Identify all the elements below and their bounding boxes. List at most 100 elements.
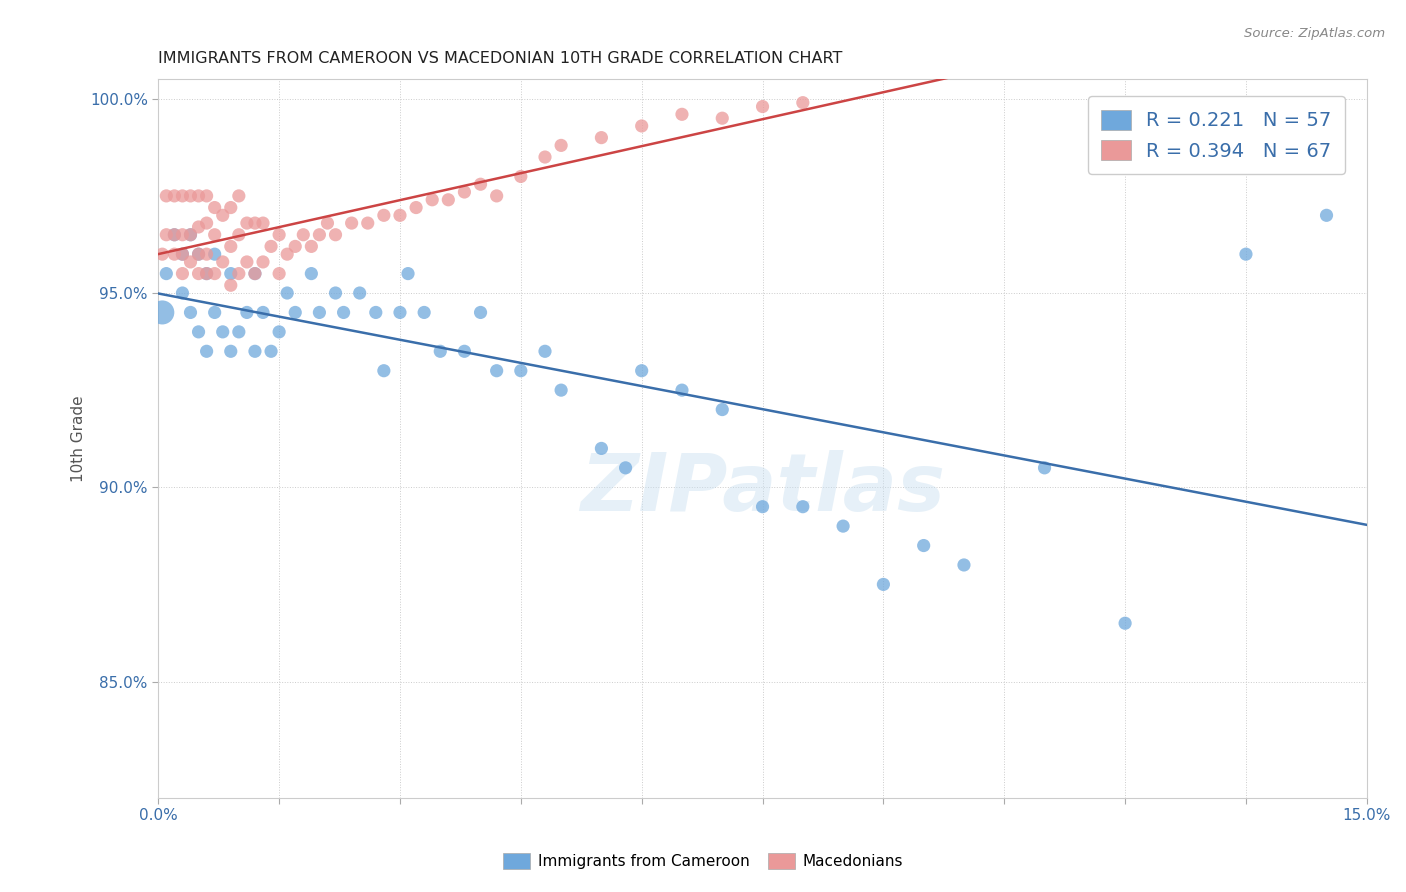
Point xyxy=(155,267,177,281)
Point xyxy=(172,189,194,203)
Point xyxy=(711,402,734,417)
Point xyxy=(163,247,186,261)
Point xyxy=(219,344,242,359)
Point xyxy=(243,267,266,281)
Point xyxy=(792,500,814,514)
Point xyxy=(429,344,451,359)
Point xyxy=(872,577,894,591)
Point xyxy=(204,305,226,319)
Point xyxy=(236,216,259,230)
Point xyxy=(912,539,935,553)
Point xyxy=(284,239,307,253)
Point xyxy=(269,325,291,339)
Point xyxy=(195,267,218,281)
Point xyxy=(211,255,233,269)
Point xyxy=(163,227,186,242)
Point xyxy=(172,247,194,261)
Point xyxy=(388,208,411,222)
Point xyxy=(534,150,557,164)
Point xyxy=(373,208,395,222)
Point xyxy=(195,344,218,359)
Point xyxy=(405,201,427,215)
Point xyxy=(325,285,347,300)
Point xyxy=(1033,460,1056,475)
Point xyxy=(236,255,259,269)
Legend: Immigrants from Cameroon, Macedonians: Immigrants from Cameroon, Macedonians xyxy=(496,847,910,875)
Point xyxy=(591,442,613,456)
Point xyxy=(172,227,194,242)
Point xyxy=(396,267,419,281)
Point xyxy=(252,216,274,230)
Point xyxy=(187,247,209,261)
Point xyxy=(470,305,492,319)
Point xyxy=(211,208,233,222)
Point xyxy=(179,305,201,319)
Point xyxy=(630,364,652,378)
Point xyxy=(832,519,855,533)
Point xyxy=(591,130,613,145)
Point xyxy=(332,305,354,319)
Point xyxy=(150,305,173,319)
Point xyxy=(204,201,226,215)
Point xyxy=(534,344,557,359)
Point xyxy=(252,255,274,269)
Point xyxy=(187,325,209,339)
Point xyxy=(792,95,814,110)
Point xyxy=(187,247,209,261)
Point xyxy=(179,255,201,269)
Point xyxy=(179,227,201,242)
Point xyxy=(228,227,250,242)
Point xyxy=(163,189,186,203)
Point xyxy=(953,558,976,572)
Point xyxy=(195,247,218,261)
Point xyxy=(751,99,773,113)
Point xyxy=(179,189,201,203)
Point xyxy=(236,305,259,319)
Point xyxy=(453,185,475,199)
Point xyxy=(671,383,693,397)
Point xyxy=(228,189,250,203)
Point xyxy=(219,278,242,293)
Point xyxy=(711,112,734,126)
Point xyxy=(388,305,411,319)
Point xyxy=(187,189,209,203)
Point xyxy=(187,219,209,234)
Point xyxy=(550,383,572,397)
Point xyxy=(219,267,242,281)
Point xyxy=(219,239,242,253)
Point xyxy=(550,138,572,153)
Point xyxy=(292,227,315,242)
Point xyxy=(219,201,242,215)
Point xyxy=(228,325,250,339)
Point xyxy=(751,500,773,514)
Point xyxy=(195,267,218,281)
Point xyxy=(420,193,443,207)
Point xyxy=(260,239,283,253)
Point xyxy=(150,247,173,261)
Point xyxy=(260,344,283,359)
Point xyxy=(357,216,380,230)
Point xyxy=(276,285,298,300)
Point xyxy=(204,267,226,281)
Point xyxy=(172,247,194,261)
Point xyxy=(316,216,339,230)
Point xyxy=(308,227,330,242)
Text: Source: ZipAtlas.com: Source: ZipAtlas.com xyxy=(1244,27,1385,40)
Point xyxy=(349,285,371,300)
Point xyxy=(228,267,250,281)
Point xyxy=(485,364,508,378)
Point xyxy=(195,189,218,203)
Point xyxy=(340,216,363,230)
Text: ZIPatlas: ZIPatlas xyxy=(581,450,945,528)
Point xyxy=(299,239,322,253)
Point xyxy=(269,227,291,242)
Point xyxy=(614,460,637,475)
Point xyxy=(155,189,177,203)
Point xyxy=(243,267,266,281)
Point xyxy=(187,267,209,281)
Point xyxy=(308,305,330,319)
Legend: R = 0.221   N = 57, R = 0.394   N = 67: R = 0.221 N = 57, R = 0.394 N = 67 xyxy=(1088,96,1346,174)
Point xyxy=(437,193,460,207)
Point xyxy=(204,227,226,242)
Point xyxy=(172,285,194,300)
